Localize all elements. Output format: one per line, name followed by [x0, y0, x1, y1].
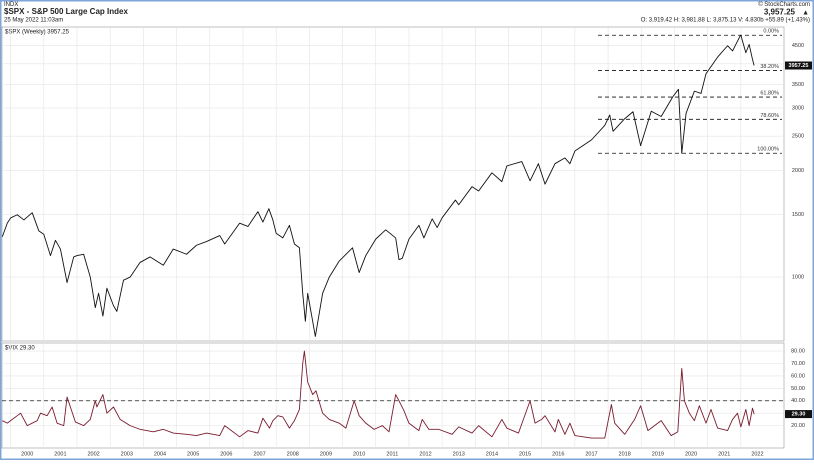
x-tick-label: 2009	[320, 451, 332, 457]
price-line	[2, 350, 755, 439]
y-tick-label: 50.00	[791, 386, 805, 392]
vix-panel	[1, 342, 785, 449]
x-tick-label: 2003	[121, 451, 133, 457]
price-legend: $SPX (Weekly) 3957.25	[5, 30, 70, 36]
x-tick-label: 2007	[253, 451, 265, 457]
x-tick-label: 2001	[54, 451, 66, 457]
x-tick-label: 2014	[486, 451, 498, 457]
timestamp: 25 May 2022 11:03am	[4, 18, 63, 24]
exchange: INDX	[4, 2, 18, 8]
x-tick-label: 2018	[619, 451, 631, 457]
x-tick-label: 2000	[21, 451, 33, 457]
x-tick-label: 2019	[652, 451, 664, 457]
price-line	[1, 34, 755, 337]
vix-legend: $VIX 29.30	[5, 346, 35, 352]
title: $SPX - S&P 500 Large Cap Index	[4, 7, 128, 16]
last-value-label: 29.30	[792, 412, 806, 418]
x-tick-label: 2010	[353, 451, 365, 457]
last-value-box	[785, 61, 812, 70]
x-tick-label: 2008	[287, 451, 299, 457]
change-arrow: ▲	[802, 9, 809, 16]
y-tick-label: 70.00	[791, 361, 805, 367]
x-tick-label: 2016	[552, 451, 564, 457]
x-tick-label: 2015	[519, 451, 531, 457]
fib-label: 61.80%	[760, 91, 779, 97]
y-tick-label: 20.00	[791, 423, 805, 429]
fib-label: 38.20%	[760, 64, 779, 70]
y-tick-label: 80.00	[791, 349, 805, 355]
x-tick-label: 2006	[220, 451, 232, 457]
y-tick-label: 2000	[792, 168, 804, 174]
x-tick-label: 2013	[453, 451, 465, 457]
x-tick-label: 2020	[685, 451, 697, 457]
y-tick-label: 3000	[792, 106, 804, 112]
last-value-label: 3957.25	[789, 63, 809, 69]
last-value-box	[785, 410, 812, 419]
fib-label: 78.60%	[760, 113, 779, 119]
y-tick-label: 40.00	[791, 398, 805, 404]
fib-label: 0.00%	[763, 29, 779, 35]
y-tick-label: 3500	[792, 82, 804, 88]
last-price: 3,957.25	[764, 8, 796, 17]
fib-label: 100.00%	[757, 147, 779, 153]
x-tick-label: 2002	[87, 451, 99, 457]
y-tick-label: 1000	[792, 275, 804, 281]
y-tick-label: 2500	[792, 134, 804, 140]
y-tick-label: 1500	[792, 212, 804, 218]
price-panel	[1, 26, 785, 342]
y-tick-label: 4500	[792, 43, 804, 49]
x-tick-label: 2021	[718, 451, 730, 457]
x-tick-label: 2005	[187, 451, 199, 457]
x-tick-label: 2011	[386, 451, 398, 457]
y-tick-label: 60.00	[791, 373, 805, 379]
x-tick-label: 2022	[751, 451, 763, 457]
x-tick-label: 2004	[154, 451, 166, 457]
credit: © StockCharts.com	[758, 1, 810, 8]
ohlc: O: 3,919.42 H: 3,981.88 L: 3,875.13 V: 4…	[641, 18, 810, 24]
x-tick-label: 2017	[585, 451, 597, 457]
x-tick-label: 2012	[419, 451, 431, 457]
